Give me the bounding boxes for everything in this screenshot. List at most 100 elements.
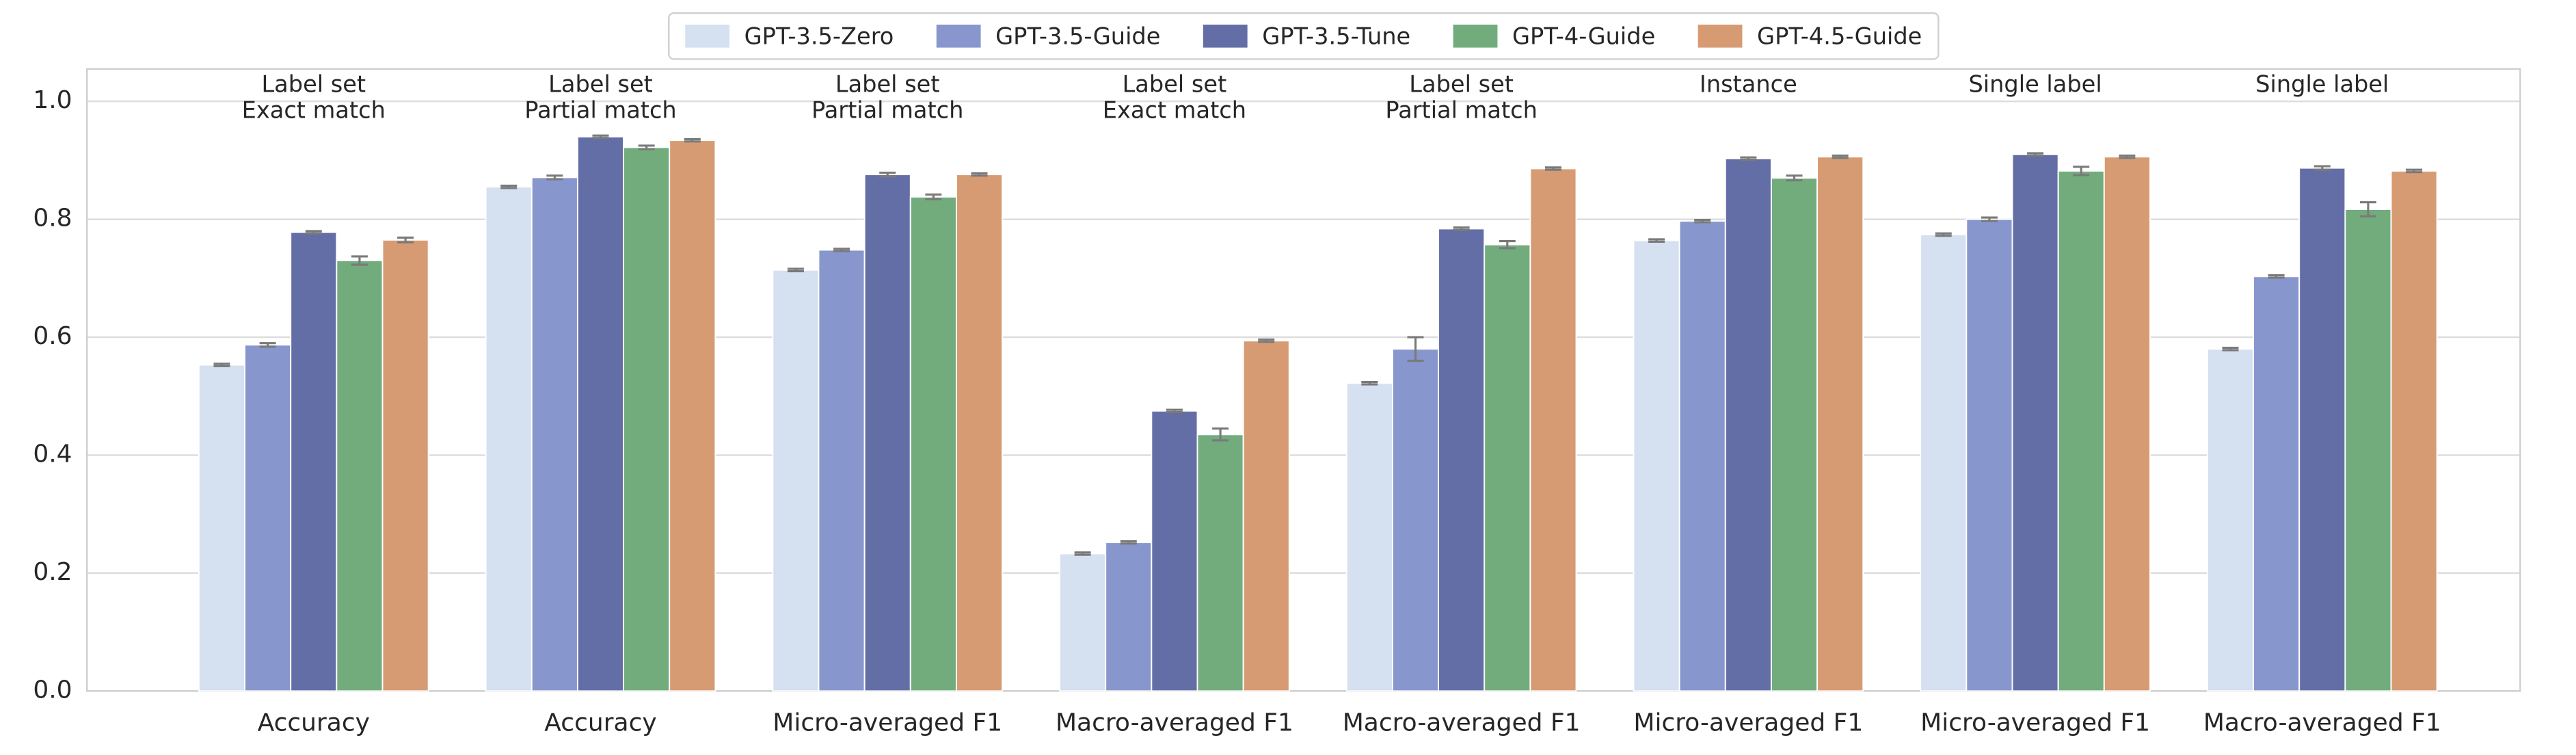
bar bbox=[1816, 156, 1864, 692]
error-bar bbox=[787, 267, 804, 273]
error-bar bbox=[1648, 238, 1665, 243]
bar bbox=[1242, 340, 1290, 692]
error-bar bbox=[397, 236, 414, 243]
bar bbox=[198, 364, 246, 692]
error-bar bbox=[546, 174, 563, 181]
error-bar bbox=[2119, 154, 2136, 159]
error-bar bbox=[1499, 239, 1516, 250]
bar bbox=[1678, 220, 1726, 692]
group-annotation: Label set bbox=[548, 70, 653, 97]
bar bbox=[2011, 153, 2059, 692]
error-bar bbox=[925, 193, 942, 200]
bar bbox=[818, 249, 866, 692]
group-annotation: Exact match bbox=[1103, 97, 1246, 124]
error-bar bbox=[1258, 338, 1275, 343]
bar bbox=[623, 146, 671, 692]
bar bbox=[955, 174, 1004, 692]
error-bar bbox=[1120, 540, 1137, 545]
y-tick-label: 0.6 bbox=[33, 322, 72, 350]
y-tick-label: 0.4 bbox=[33, 440, 72, 468]
legend-swatch bbox=[1698, 25, 1743, 48]
error-bar bbox=[213, 362, 230, 367]
error-bar bbox=[2073, 165, 2090, 176]
bar bbox=[336, 260, 384, 692]
legend-label: GPT-3.5-Tune bbox=[1262, 23, 1410, 50]
bar bbox=[2057, 170, 2105, 692]
bar bbox=[1105, 542, 1153, 692]
bar bbox=[1920, 234, 1968, 692]
group-annotation: Single label bbox=[2255, 70, 2389, 97]
x-tick-label: Macro-averaged F1 bbox=[2203, 708, 2441, 737]
legend-swatch bbox=[936, 25, 981, 48]
error-bar bbox=[971, 172, 988, 177]
bar bbox=[669, 140, 716, 692]
legend: GPT-3.5-Zero GPT-3.5-Guide GPT-3.5-Tune GPT… bbox=[668, 12, 1940, 60]
legend-frame bbox=[668, 12, 1940, 60]
error-bar bbox=[1074, 551, 1091, 556]
error-bar bbox=[1981, 216, 1998, 222]
bar bbox=[1529, 168, 1577, 692]
x-tick-label: Accuracy bbox=[544, 708, 656, 737]
x-tick-label: Macro-averaged F1 bbox=[1343, 708, 1581, 737]
error-bar bbox=[500, 184, 518, 189]
bar bbox=[2206, 348, 2255, 692]
error-bar bbox=[2222, 347, 2239, 352]
error-bar bbox=[2027, 152, 2044, 157]
x-tick-label: Micro-averaged F1 bbox=[773, 708, 1002, 737]
legend-swatch bbox=[1453, 25, 1498, 48]
bar bbox=[1151, 410, 1198, 692]
bar bbox=[2103, 156, 2151, 692]
error-bar bbox=[1166, 408, 1183, 414]
x-tick-label: Micro-averaged F1 bbox=[1633, 708, 1863, 737]
legend-label: GPT-4-Guide bbox=[1512, 23, 1655, 50]
plot-frame bbox=[86, 68, 2521, 692]
bar bbox=[1724, 157, 1772, 692]
bar bbox=[1965, 218, 2013, 692]
group-annotation: Exact match bbox=[242, 97, 386, 124]
error-bar bbox=[1453, 226, 1470, 231]
group-annotation: Label set bbox=[261, 70, 366, 97]
error-bar bbox=[1832, 154, 1849, 159]
group-annotation: Partial match bbox=[811, 97, 963, 124]
x-tick-label: Accuracy bbox=[258, 708, 370, 737]
bar bbox=[2344, 209, 2392, 692]
group-annotation: Partial match bbox=[1385, 97, 1537, 124]
x-tick-label: Micro-averaged F1 bbox=[1920, 708, 2150, 737]
bar bbox=[576, 135, 625, 692]
error-bar bbox=[1361, 381, 1378, 386]
bar bbox=[1059, 553, 1107, 692]
error-bar bbox=[1786, 174, 1803, 182]
bar bbox=[1633, 239, 1680, 692]
group-annotation: Label set bbox=[835, 70, 940, 97]
bar bbox=[485, 186, 533, 692]
bar bbox=[2390, 170, 2438, 692]
legend-label: GPT-4.5-Guide bbox=[1757, 23, 1922, 50]
error-bar bbox=[638, 144, 655, 150]
error-bar bbox=[1544, 166, 1561, 171]
bar bbox=[863, 174, 911, 692]
error-bar bbox=[1740, 156, 1757, 161]
bar bbox=[2253, 276, 2300, 692]
error-bar bbox=[684, 137, 701, 143]
bar bbox=[2298, 167, 2346, 692]
bar bbox=[1770, 177, 1819, 692]
bar bbox=[1345, 382, 1393, 692]
error-bar bbox=[833, 248, 850, 252]
bar bbox=[1196, 434, 1244, 692]
bar bbox=[772, 269, 820, 692]
bar bbox=[531, 176, 578, 692]
error-bar bbox=[2406, 168, 2423, 174]
error-bar bbox=[2313, 165, 2331, 171]
bar bbox=[381, 239, 429, 692]
bar bbox=[1391, 348, 1440, 692]
error-bar bbox=[1407, 336, 1424, 362]
y-tick-label: 1.0 bbox=[33, 86, 72, 114]
group-annotation: Instance bbox=[1700, 70, 1797, 97]
group-annotation: Label set bbox=[1409, 70, 1514, 97]
error-bar bbox=[879, 171, 896, 178]
bar bbox=[244, 344, 292, 692]
bar bbox=[1438, 228, 1486, 692]
group-annotation: Single label bbox=[1968, 70, 2102, 97]
error-bar bbox=[2268, 274, 2285, 279]
